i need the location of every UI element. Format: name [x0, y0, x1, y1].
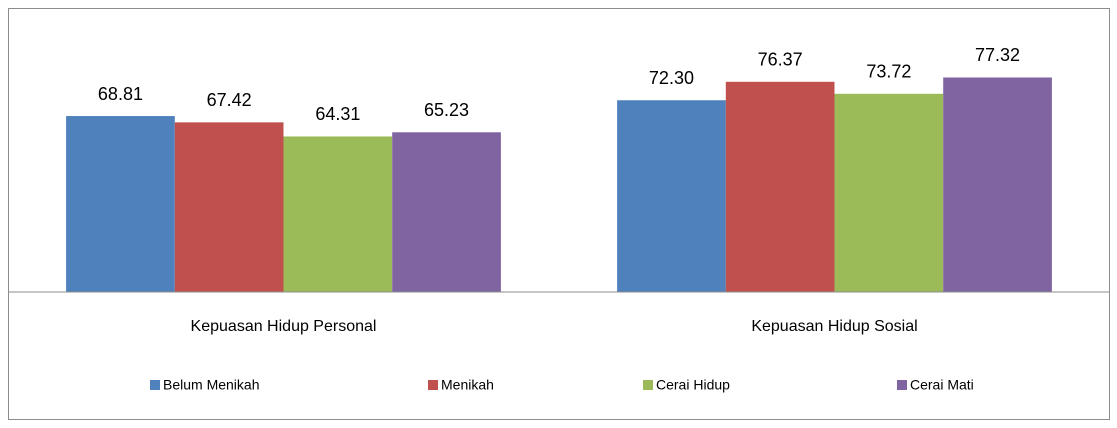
legend-label: Belum Menikah: [163, 377, 260, 393]
value-label: 65.23: [424, 100, 469, 120]
bar: [283, 136, 393, 292]
value-label: 68.81: [98, 84, 143, 104]
legend-swatch: [428, 380, 438, 390]
legend-label: Menikah: [441, 377, 494, 393]
legend-label: Cerai Hidup: [656, 377, 730, 393]
bar: [392, 132, 501, 292]
x-tick-label: Kepuasan Hidup Sosial: [751, 318, 917, 335]
value-label: 64.31: [315, 104, 360, 124]
value-label: 72.30: [649, 68, 694, 88]
bar: [943, 77, 1052, 292]
value-label: 76.37: [758, 50, 803, 70]
legend-swatch: [897, 380, 907, 390]
legend-swatch: [643, 380, 653, 390]
bar: [725, 81, 835, 292]
legend-swatch: [150, 380, 160, 390]
value-label: 77.32: [975, 45, 1020, 65]
legend-label: Cerai Mati: [910, 377, 974, 393]
x-tick-label: Kepuasan Hidup Personal: [191, 318, 377, 335]
bar: [617, 100, 726, 293]
bar: [834, 93, 944, 292]
value-label: 67.42: [207, 90, 252, 110]
bar: [174, 122, 284, 292]
bar: [66, 116, 175, 292]
value-label: 73.72: [866, 62, 911, 82]
